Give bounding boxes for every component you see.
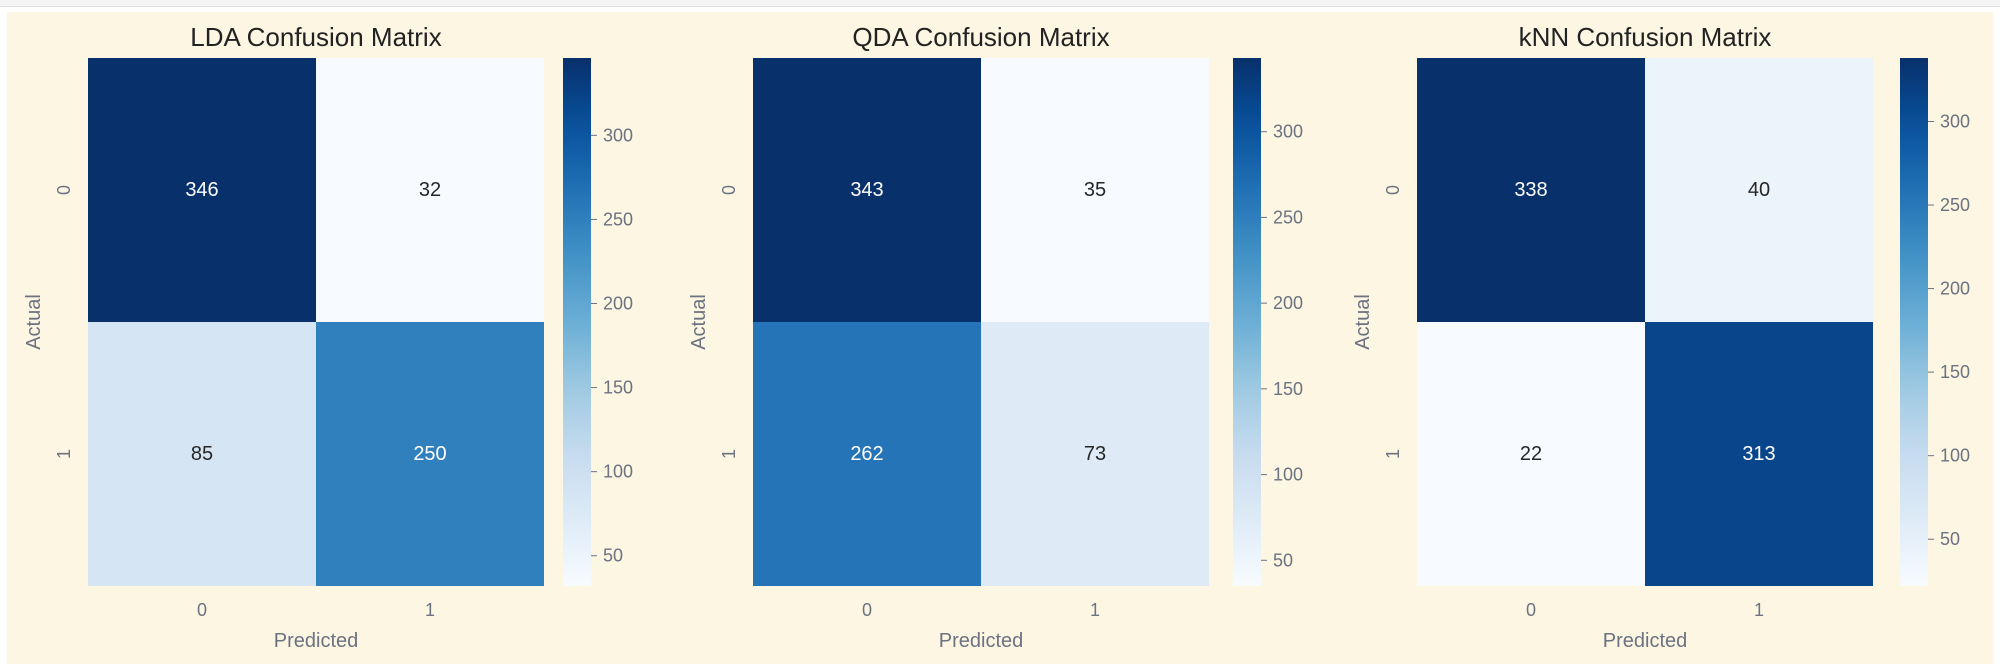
cell-value-label: 35 <box>1084 179 1106 201</box>
colorbar-tick-label: 50 <box>1273 550 1293 570</box>
colorbar-tick-label: 50 <box>1940 529 1960 549</box>
cell-value-label: 22 <box>1520 443 1542 465</box>
y-axis-label: Actual <box>23 294 45 350</box>
colorbar-tick-label: 300 <box>1940 111 1970 131</box>
cell-value-label: 262 <box>850 443 883 465</box>
y-tick-label: 0 <box>719 185 739 195</box>
cell-value-label: 313 <box>1742 443 1775 465</box>
confusion-matrix-panel-3: 338 40 22 313 kNN Confusion Matrix 0 1 Predicte… <box>1352 22 1970 652</box>
heatmap-cell-1-0 <box>753 322 981 586</box>
cell-value-label: 85 <box>191 443 213 465</box>
colorbar-tick-label: 150 <box>603 378 633 398</box>
colorbar-tick-label: 250 <box>603 209 633 229</box>
y-tick-label: 1 <box>54 449 74 459</box>
notebook-output-cell: 346 32 85 250 LDA Confusion Matrix 0 1 Predicte… <box>7 12 1993 664</box>
colorbar-tick-label: 150 <box>1940 362 1970 382</box>
heatmap-cell-1-1 <box>981 322 1209 586</box>
cell-value-label: 343 <box>850 179 883 201</box>
x-tick-label: 1 <box>425 600 435 620</box>
colorbar <box>1900 58 1928 586</box>
cell-value-label: 338 <box>1514 179 1547 201</box>
y-axis-label: Actual <box>688 294 710 350</box>
x-axis-label: Predicted <box>1603 630 1688 652</box>
x-tick-label: 0 <box>862 600 872 620</box>
heatmap-cell-0-0 <box>1417 58 1645 322</box>
chart-title: QDA Confusion Matrix <box>852 22 1109 52</box>
y-tick-label: 1 <box>1383 449 1403 459</box>
heatmap-cell-0-1 <box>981 58 1209 322</box>
y-tick-label: 1 <box>719 449 739 459</box>
x-tick-label: 0 <box>197 600 207 620</box>
colorbar <box>563 58 591 586</box>
heatmap-cell-1-1 <box>316 322 544 586</box>
cell-value-label: 346 <box>185 179 218 201</box>
cell-value-label: 73 <box>1084 443 1106 465</box>
chart-title: LDA Confusion Matrix <box>190 22 441 52</box>
x-tick-label: 1 <box>1090 600 1100 620</box>
x-axis-label: Predicted <box>939 630 1024 652</box>
confusion-matrix-panel-1: 346 32 85 250 LDA Confusion Matrix 0 1 Predicte… <box>23 22 633 652</box>
confusion-matrix-panel-2: 343 35 262 73 QDA Confusion Matrix 0 1 Predicte… <box>688 22 1303 652</box>
colorbar-tick-label: 250 <box>1273 207 1303 227</box>
colorbar-tick-label: 100 <box>603 462 633 482</box>
chart-title: kNN Confusion Matrix <box>1519 22 1772 52</box>
y-tick-label: 0 <box>54 185 74 195</box>
colorbar-tick-label: 300 <box>603 125 633 145</box>
y-axis-label: Actual <box>1352 294 1374 350</box>
heatmap-cell-0-1 <box>316 58 544 322</box>
x-axis-label: Predicted <box>274 630 359 652</box>
y-tick-label: 0 <box>1383 185 1403 195</box>
colorbar-tick-label: 200 <box>603 294 633 314</box>
colorbar-tick-label: 250 <box>1940 195 1970 215</box>
heatmap-cell-1-0 <box>1417 322 1645 586</box>
colorbar-tick-label: 100 <box>1273 465 1303 485</box>
cell-value-label: 32 <box>419 179 441 201</box>
colorbar-tick-label: 50 <box>603 546 623 566</box>
confusion-matrix-figure: 346 32 85 250 LDA Confusion Matrix 0 1 Predicte… <box>23 22 1970 652</box>
colorbar-tick-label: 200 <box>1273 293 1303 313</box>
heatmap-cell-1-1 <box>1645 322 1873 586</box>
colorbar-tick-label: 100 <box>1940 446 1970 466</box>
heatmap-cell-1-0 <box>88 322 316 586</box>
output-top-strip <box>0 0 2000 7</box>
heatmap-cell-0-0 <box>753 58 981 322</box>
x-tick-label: 0 <box>1526 600 1536 620</box>
colorbar-tick-label: 150 <box>1273 379 1303 399</box>
cell-value-label: 40 <box>1748 179 1770 201</box>
colorbar-tick-label: 200 <box>1940 279 1970 299</box>
colorbar-tick-label: 300 <box>1273 122 1303 142</box>
colorbar <box>1233 58 1261 586</box>
heatmap-cell-0-1 <box>1645 58 1873 322</box>
x-tick-label: 1 <box>1754 600 1764 620</box>
heatmap-cell-0-0 <box>88 58 316 322</box>
cell-value-label: 250 <box>413 443 446 465</box>
